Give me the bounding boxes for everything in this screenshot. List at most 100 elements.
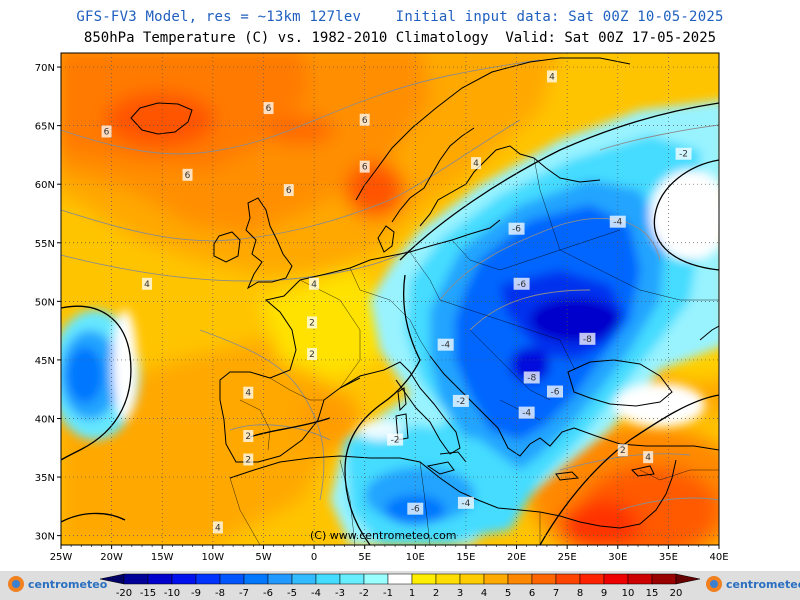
colorbar-label: -8 (215, 588, 225, 599)
svg-text:2: 2 (245, 432, 251, 442)
colorbar-label: -10 (164, 588, 180, 599)
colorbar-label: -1 (383, 588, 393, 599)
colorbar-label: 10 (622, 588, 635, 599)
contour-label: 2 (243, 430, 254, 443)
svg-text:4: 4 (215, 523, 221, 533)
svg-text:-6: -6 (411, 505, 420, 515)
colorbar-label: -15 (140, 588, 156, 599)
lat-label: 50N (35, 297, 55, 308)
svg-text:4: 4 (473, 159, 479, 169)
contour-label: -4 (609, 215, 626, 228)
contour-label: 2 (307, 316, 318, 329)
colorbar-label: 20 (670, 588, 683, 599)
lon-label: 40E (709, 552, 728, 563)
logo-left: centrometeo (8, 576, 108, 592)
svg-text:-4: -4 (461, 499, 470, 509)
contour-label: -6 (407, 502, 424, 515)
lat-label: 45N (35, 356, 55, 367)
colorbar-label: 1 (409, 588, 415, 599)
lon-label: 20W (100, 552, 123, 563)
lon-label: 15E (456, 552, 475, 563)
colorbar-cell (147, 573, 173, 585)
colorbar-cell (291, 573, 317, 585)
svg-text:-2: -2 (391, 436, 400, 446)
contour-label: 4 (471, 157, 482, 170)
contour-label: -4 (457, 496, 474, 509)
contour-label: 4 (142, 277, 153, 290)
contour-label: 6 (182, 168, 193, 181)
lon-label: 0 (311, 552, 317, 563)
svg-text:6: 6 (104, 127, 110, 137)
contour-label: 2 (243, 453, 254, 466)
contour-label: 4 (643, 451, 654, 464)
svg-text:4: 4 (311, 280, 317, 290)
svg-text:-4: -4 (441, 341, 450, 351)
colorbar-label: 8 (577, 588, 583, 599)
contour-label: -6 (547, 385, 564, 398)
lon-label: 25W (50, 552, 73, 563)
lon-label: 30E (608, 552, 627, 563)
contour-label: -4 (437, 338, 454, 351)
contour-label: -2 (387, 433, 404, 446)
svg-text:4: 4 (645, 453, 651, 463)
colorbar-label: -2 (359, 588, 369, 599)
contour-labels: 6 6 6 6 6 6 4 4 4 4 2 2 4 2 2 4 -2 -2 -4 -6 -6 -8 -8 -6 -4 -4 -2 -6… (101, 70, 692, 534)
contour-label: -6 (513, 277, 530, 290)
colorbar: -20 -15 -10 -9 -8 -7 -6 -5 -4 -3 -2 -1 1 2 3 4 5 6 7 8 9 10 15… (0, 571, 800, 600)
lat-label: 35N (35, 473, 55, 484)
lat-label: 60N (35, 180, 55, 191)
map-field (61, 53, 719, 545)
colorbar-cell (243, 573, 269, 585)
logo-right-text: centrometeo (726, 578, 800, 591)
lat-label: 40N (35, 414, 55, 425)
svg-text:-4: -4 (613, 218, 622, 228)
colorbar-label: 2 (433, 588, 439, 599)
contour-label: -6 (508, 222, 525, 235)
colorbar-cell (387, 573, 413, 585)
colorbar-cell (651, 573, 677, 585)
svg-text:2: 2 (620, 446, 626, 456)
longitude-labels: 25W 20W 15W 10W 5W 0 5E 10E 15E 20E 25E 30E 35E 40E (50, 552, 729, 563)
lat-label: 65N (35, 122, 55, 133)
lon-label: 15W (151, 552, 174, 563)
lon-label: 10W (202, 552, 225, 563)
lon-label: 20E (507, 552, 526, 563)
svg-text:-4: -4 (522, 409, 531, 419)
colorbar-label: 4 (481, 588, 487, 599)
svg-text:-2: -2 (679, 150, 688, 160)
contour-label: -2 (675, 147, 692, 160)
contour-label: 2 (307, 348, 318, 361)
axis-ticks (57, 66, 720, 549)
contour-label: 6 (283, 184, 294, 197)
colorbar-label: -9 (191, 588, 201, 599)
colorbar-cell (603, 573, 629, 585)
contour-label: 6 (101, 125, 112, 138)
lon-label: 10E (406, 552, 425, 563)
svg-text:4: 4 (549, 72, 555, 82)
svg-text:2: 2 (309, 350, 315, 360)
colorbar-cell (315, 573, 341, 585)
lon-label: 35E (659, 552, 678, 563)
svg-text:-8: -8 (583, 335, 592, 345)
logo-left-text: centrometeo (28, 578, 108, 591)
colorbar-label: -6 (263, 588, 273, 599)
contour-label: -4 (518, 406, 535, 419)
colorbar-label: 9 (601, 588, 607, 599)
contour-label: -2 (452, 394, 469, 407)
lon-label: 5W (255, 552, 271, 563)
colorbar-cell (459, 573, 485, 585)
svg-text:4: 4 (144, 280, 150, 290)
lat-lon-grid (61, 53, 719, 545)
svg-text:6: 6 (185, 171, 191, 181)
contour-label: 4 (309, 277, 320, 290)
colorbar-label: -4 (311, 588, 321, 599)
colorbar-cell (171, 573, 197, 585)
contour-label: -8 (579, 332, 596, 345)
colorbar-cell (507, 573, 533, 585)
colorbar-label: 7 (553, 588, 559, 599)
svg-text:-6: -6 (517, 280, 526, 290)
contour-label: 2 (617, 444, 628, 457)
colorbar-label: 6 (529, 588, 535, 599)
contour-label: 6 (359, 160, 370, 173)
colorbar-label: -3 (335, 588, 345, 599)
